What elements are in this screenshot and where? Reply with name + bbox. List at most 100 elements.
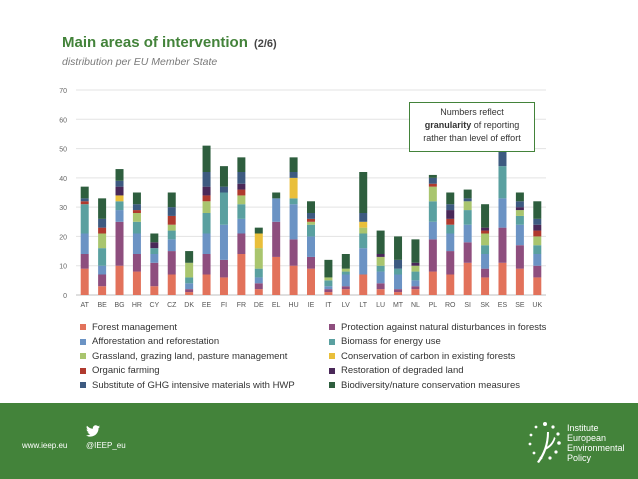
bar-segment bbox=[376, 289, 385, 295]
x-tick-label: FR bbox=[237, 302, 246, 309]
bar-segment bbox=[167, 274, 176, 295]
bar-segment bbox=[307, 236, 315, 257]
bar-segment bbox=[481, 254, 490, 269]
bar-segment bbox=[115, 210, 124, 222]
bar-segment bbox=[150, 242, 159, 249]
bar-segment bbox=[289, 177, 298, 199]
bar-segment bbox=[428, 177, 437, 184]
legend-swatch bbox=[329, 382, 335, 389]
bar-segment bbox=[80, 233, 89, 254]
legend-left: Forest management Afforestation and refor… bbox=[80, 320, 295, 393]
x-tick-label: SI bbox=[464, 302, 471, 309]
legend-swatch bbox=[329, 353, 335, 360]
x-tick-label: FI bbox=[221, 302, 227, 309]
bar-segment bbox=[307, 256, 315, 269]
x-tick-label: IT bbox=[325, 302, 332, 309]
bar-segment bbox=[115, 201, 124, 211]
bar-segment bbox=[202, 195, 211, 202]
bar-segment bbox=[254, 268, 263, 278]
bar-segment bbox=[463, 262, 472, 295]
website-link[interactable]: www.ieep.eu bbox=[22, 441, 68, 450]
bar-segment bbox=[185, 251, 194, 263]
bar-segment bbox=[463, 198, 472, 202]
bar-segment bbox=[98, 198, 107, 219]
bar-segment bbox=[481, 268, 490, 278]
bar-segment bbox=[98, 233, 107, 249]
x-tick-label: EL bbox=[272, 302, 281, 309]
x-tick-label: HU bbox=[289, 302, 299, 309]
bar-segment bbox=[498, 148, 507, 167]
bar-segment bbox=[428, 186, 437, 202]
bar-segment bbox=[80, 204, 89, 234]
x-tick-label: MT bbox=[393, 302, 404, 309]
bar-segment bbox=[463, 224, 472, 243]
bar-segment bbox=[167, 239, 176, 252]
legend-swatch bbox=[80, 382, 86, 389]
bar-segment bbox=[307, 218, 315, 222]
bar-segment bbox=[115, 221, 124, 266]
bar-segment bbox=[463, 210, 472, 225]
chart-title: Main areas of intervention (2/6) bbox=[62, 34, 277, 51]
bar-segment bbox=[80, 198, 89, 202]
bar-segment bbox=[359, 221, 368, 228]
bar-segment bbox=[289, 198, 298, 205]
legend-item: Biomass for energy use bbox=[329, 335, 546, 350]
bar-segment bbox=[167, 224, 176, 231]
y-tick-label: 20 bbox=[59, 234, 67, 241]
bar-segment bbox=[533, 230, 542, 237]
bar-segment bbox=[289, 204, 298, 240]
x-tick-label: DK bbox=[184, 302, 194, 309]
bar-segment bbox=[185, 283, 194, 290]
bar-segment bbox=[98, 248, 107, 266]
twitter-handle: @IEEP_eu bbox=[86, 441, 126, 450]
bar-segment bbox=[359, 172, 368, 213]
bar-segment bbox=[481, 230, 490, 234]
bar-segment bbox=[446, 192, 455, 205]
legend-swatch bbox=[329, 338, 335, 345]
bar-segment bbox=[498, 262, 507, 295]
bar-segment bbox=[446, 233, 455, 252]
bar-segment bbox=[307, 213, 315, 219]
bar-segment bbox=[132, 271, 141, 295]
bar-segment bbox=[446, 251, 455, 275]
bar-segment bbox=[80, 268, 89, 295]
bar-segment bbox=[411, 280, 420, 287]
bar-segment bbox=[219, 186, 228, 193]
bar-segment bbox=[167, 230, 176, 240]
annotation-callout: Numbers reflect granularity of reporting… bbox=[409, 102, 535, 152]
bar-segment bbox=[376, 265, 385, 272]
bar-segment bbox=[376, 230, 385, 254]
bar-segment bbox=[533, 224, 542, 231]
legend-label: Biodiversity/nature conservation measure… bbox=[341, 379, 521, 391]
bar-segment bbox=[515, 192, 524, 202]
legend-item: Grassland, grazing land, pasture managem… bbox=[80, 349, 295, 364]
bar-segment bbox=[394, 236, 403, 260]
legend-item: Protection against natural disturbances … bbox=[329, 320, 546, 335]
y-tick-label: 0 bbox=[63, 293, 67, 300]
bar-segment bbox=[359, 227, 368, 234]
bar-segment bbox=[411, 239, 420, 263]
bar-segment bbox=[533, 218, 542, 225]
x-tick-label: LT bbox=[359, 302, 367, 309]
bar-segment bbox=[428, 174, 437, 178]
bar-segment bbox=[463, 242, 472, 263]
bar-segment bbox=[272, 198, 281, 222]
legend-label: Afforestation and reforestation bbox=[92, 336, 220, 348]
x-tick-label: AT bbox=[80, 302, 89, 309]
footer-bar: www.ieep.eu @IEEP_eu Institute European … bbox=[0, 403, 638, 479]
bar-segment bbox=[237, 218, 246, 234]
bar-segment bbox=[411, 286, 420, 290]
bar-segment bbox=[202, 254, 211, 275]
bar-segment bbox=[394, 268, 403, 275]
x-tick-label: CY bbox=[149, 302, 159, 309]
bar-segment bbox=[115, 265, 124, 295]
y-tick-label: 40 bbox=[59, 176, 67, 183]
bar-segment bbox=[219, 259, 228, 278]
bar-segment bbox=[324, 286, 333, 290]
bar-segment bbox=[463, 201, 472, 211]
legend-item: Substitute of GHG intensive materials wi… bbox=[80, 378, 295, 393]
bar-segment bbox=[324, 292, 333, 295]
x-tick-label: LV bbox=[342, 302, 350, 309]
y-tick-label: 30 bbox=[59, 205, 67, 212]
bar-segment bbox=[411, 262, 420, 266]
